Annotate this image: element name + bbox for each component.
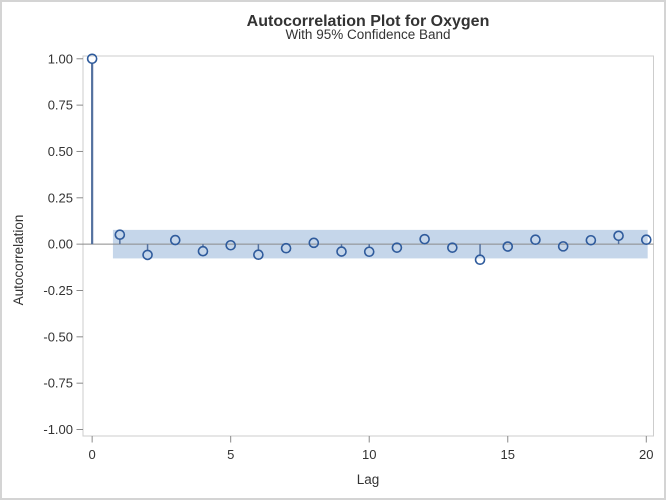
needle-series-layer	[86, 53, 652, 266]
x-axis-label: Lag	[357, 472, 380, 487]
x-tick-label: 20	[639, 447, 653, 462]
acf-marker-lag-2	[142, 249, 153, 261]
x-tick-label: 0	[89, 447, 96, 462]
y-tick-label: -0.50	[43, 329, 73, 344]
plot-frame	[82, 55, 654, 437]
y-tick-label: 1.00	[48, 51, 73, 66]
acf-marker-lag-5	[225, 239, 236, 251]
y-tick-label: -0.75	[43, 376, 73, 391]
chart-subtitle: With 95% Confidence Band	[285, 27, 450, 42]
x-tick-label: 5	[227, 447, 234, 462]
chart-title: Autocorrelation Plot for Oxygen	[247, 13, 490, 30]
y-tick-label: 0.25	[48, 190, 73, 205]
x-tick-label: 15	[501, 447, 515, 462]
acf-marker-lag-20	[640, 234, 652, 245]
acf-marker-lag-16	[530, 234, 541, 245]
acf-marker-lag-8	[308, 237, 320, 249]
acf-marker-lag-1	[114, 229, 126, 240]
acf-marker-lag-7	[280, 242, 292, 254]
acf-marker-lag-15	[502, 241, 514, 252]
x-tick-label: 10	[362, 447, 376, 462]
acf-marker-lag-12	[419, 233, 430, 245]
y-tick-label: 0.75	[48, 98, 73, 113]
y-tick-label: 0.00	[48, 237, 73, 252]
acf-marker-lag-9	[336, 246, 347, 257]
acf-marker-lag-4	[197, 245, 209, 257]
y-tick-label: -1.00	[43, 422, 73, 437]
y-axis-label: Autocorrelation	[11, 215, 26, 306]
acf-marker-lag-19	[613, 230, 624, 242]
acf-marker-lag-13	[447, 242, 458, 253]
acf-marker-lag-11	[391, 242, 403, 253]
acf-marker-lag-0	[86, 53, 98, 65]
y-tick-label: -0.25	[43, 283, 73, 298]
acf-marker-lag-18	[585, 234, 597, 246]
y-tick-label: 0.50	[48, 144, 73, 159]
acf-marker-lag-10	[363, 246, 375, 258]
acf-marker-lag-17	[557, 241, 569, 252]
acf-marker-lag-6	[253, 249, 264, 261]
acf-marker-lag-14	[474, 254, 486, 266]
acf-marker-lag-3	[169, 234, 181, 246]
